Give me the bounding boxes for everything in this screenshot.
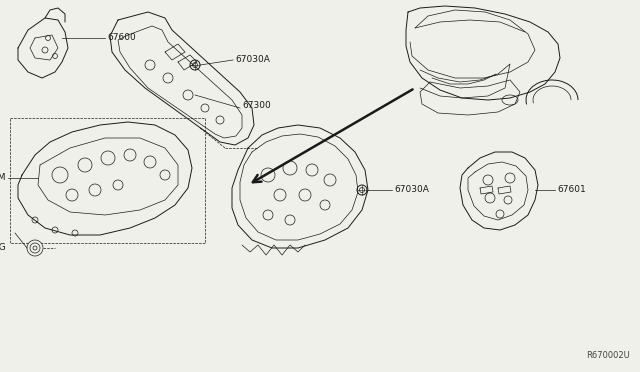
- Text: 67300: 67300: [242, 100, 271, 109]
- Circle shape: [27, 240, 43, 256]
- Text: 67100G: 67100G: [0, 244, 6, 253]
- Text: 67030A: 67030A: [394, 186, 429, 195]
- Text: 67905M: 67905M: [0, 173, 6, 183]
- Text: 67600: 67600: [107, 33, 136, 42]
- Text: 67601: 67601: [557, 186, 586, 195]
- Text: 67030A: 67030A: [235, 55, 270, 64]
- Text: R670002U: R670002U: [586, 351, 630, 360]
